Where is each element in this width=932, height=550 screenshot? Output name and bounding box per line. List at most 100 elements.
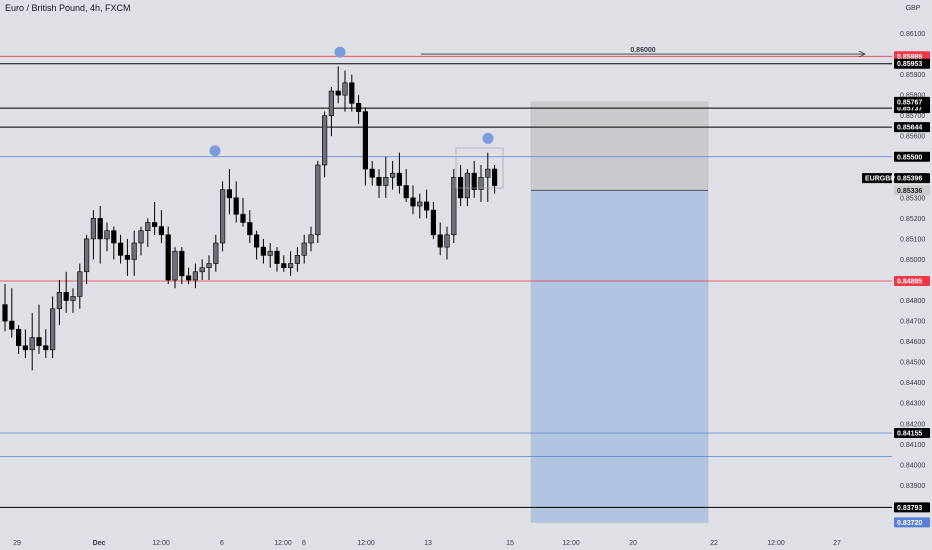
level-tag-black-bottom-bg [894,502,930,513]
candle-down [43,345,49,351]
y-tick-label: 0.84000 [900,462,925,469]
y-tick-label: 0.85700 [900,113,925,120]
candle-up [451,176,457,236]
price-tag-0.85396: 0.85396 [897,176,922,183]
y-tick-label: 0.86100 [900,31,925,38]
candle-up [172,250,178,281]
y-tick-label: 0.85100 [900,236,925,243]
price-tag-0.85767: 0.85767 [897,99,922,106]
candle-down [335,90,341,96]
level-tag-blue-2-bg [894,428,930,439]
candle-up [267,250,273,256]
candle-down [471,172,477,190]
currency-label: GBP [906,5,921,12]
level-tag-red-top: 0.85989 [897,54,922,61]
candle-up [485,168,491,178]
y-tick-label: 0.85800 [900,93,925,100]
candle-down [15,328,22,347]
candle-down [9,320,15,330]
horizontal-levels [0,55,892,508]
x-tick-label: 20 [629,540,637,547]
price-tag-0.85336-bg [894,185,930,196]
candle-up [138,230,144,244]
candle-up [444,234,450,248]
level-tag-blue-1-bg [894,151,930,162]
candle-down [36,337,42,347]
candle-down [233,197,239,215]
x-tick-label: 8 [302,540,306,547]
candle-down [362,111,369,170]
candle-up [328,90,335,116]
candle-down [111,230,117,244]
candle-down [403,185,409,199]
candle-up [49,308,56,351]
pivot-marker [334,46,346,58]
candle-down [281,263,287,268]
candle-up [70,296,76,301]
target-zone [530,190,709,523]
candle-down [349,82,355,104]
chart-title: Euro / British Pound, 4h, FXCM [5,3,131,13]
pivot-marker [482,132,494,144]
candle-down [240,213,246,223]
candle-down [158,226,165,236]
candle-down [97,218,103,240]
y-tick-label: 0.84800 [900,298,925,305]
price-tag-0.85396-bg [894,173,930,184]
level-tag-blue-2: 0.84155 [897,431,922,438]
x-tick-label: 27 [833,540,841,547]
candle-up [56,292,62,310]
candle-down [457,176,464,199]
price-tag-0.83720: 0.83720 [897,520,922,527]
x-tick-label: Dec [93,540,106,547]
candle-up [321,115,328,166]
candle-up [383,176,389,186]
x-tick-label: 13 [424,540,432,547]
time-axis: 29 Dec 12:00 6 12:00 8 12:00 13 15 12:00 20 22 12:00… [13,540,841,547]
candle-up [90,218,96,240]
candle-down [369,168,375,178]
annotations: 0.86000 [209,46,866,189]
level-tag-blue-1: 0.85500 [897,154,922,161]
candle-up [206,263,212,268]
candle-down [437,234,443,248]
candle-up [389,172,396,178]
y-tick-label: 0.83900 [900,483,925,490]
candle-down [376,176,382,186]
y-tick-label: 0.85300 [900,195,925,202]
price-axis-bg [892,0,932,550]
candle-up [145,222,151,231]
y-tick-label: 0.84100 [900,442,925,449]
candle-up [287,263,294,268]
candle-up [301,242,307,256]
candle-up [308,234,314,244]
x-tick-label: 22 [710,540,718,547]
candle-up [29,337,35,351]
symbol-tag: EURGBP [865,176,895,183]
candle-down [274,250,280,264]
candle-down [396,172,403,186]
target-arrow-label: 0.86000 [630,47,655,54]
candle-down [179,250,185,277]
target-arrow-head [858,50,866,58]
candle-down [22,345,29,351]
y-tick-label: 0.84200 [900,421,925,428]
candle-up [417,201,423,207]
candle-down [430,209,437,236]
candle-down [165,234,171,281]
candle-up [464,172,471,199]
candle-down [260,246,267,256]
stop-zone [530,101,709,191]
x-tick-label: 12:00 [274,540,292,547]
level-tag-black-3-bg [894,122,930,133]
x-tick-label: 12:00 [562,540,580,547]
x-tick-label: 29 [13,540,21,547]
candle-up [213,242,219,264]
candle-down [152,222,158,227]
candle-down [186,275,192,281]
candle-up [77,271,83,297]
position-zones [530,101,709,523]
candle-up [478,176,484,190]
y-tick-label: 0.85000 [900,257,925,264]
